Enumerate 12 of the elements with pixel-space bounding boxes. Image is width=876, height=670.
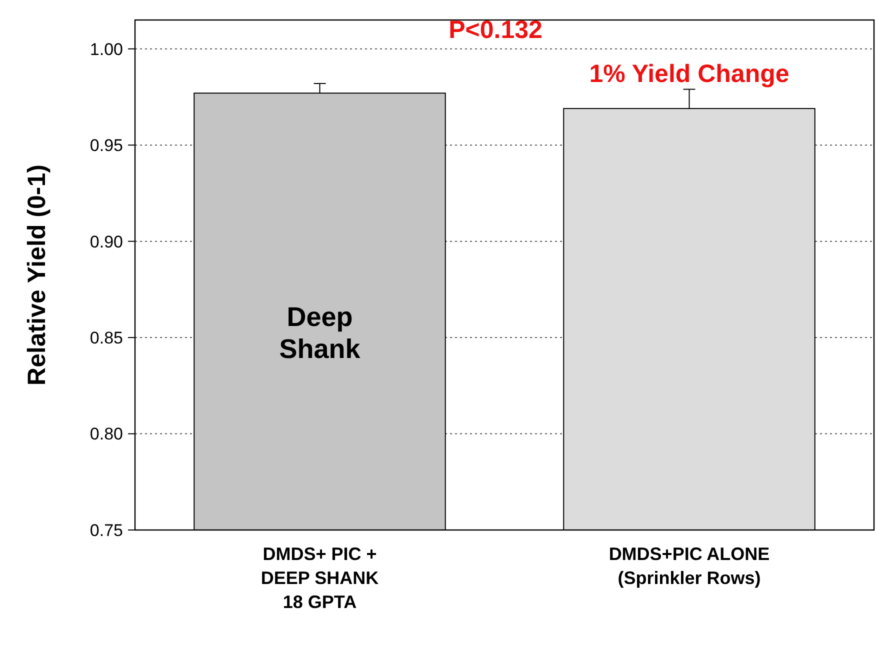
- y-tick-label: 0.95: [90, 136, 123, 156]
- x-tick-label: DMDS+PIC ALONE (Sprinkler Rows): [608, 544, 770, 588]
- y-tick-label: 0.80: [90, 424, 123, 444]
- annotation: 1% Yield Change: [589, 60, 790, 88]
- y-tick-label: 1.00: [90, 40, 123, 59]
- annotation: P<0.132: [448, 16, 542, 44]
- x-tick-label: DMDS+ PIC + DEEP SHANK 18 GPTA: [260, 544, 379, 612]
- annotation: Deep Shank: [279, 302, 362, 364]
- y-tick-label: 0.85: [90, 328, 123, 348]
- y-axis-title: Relative Yield (0-1): [23, 164, 51, 386]
- y-tick-label: 0.75: [90, 520, 123, 540]
- y-tick-label: 0.90: [90, 232, 123, 252]
